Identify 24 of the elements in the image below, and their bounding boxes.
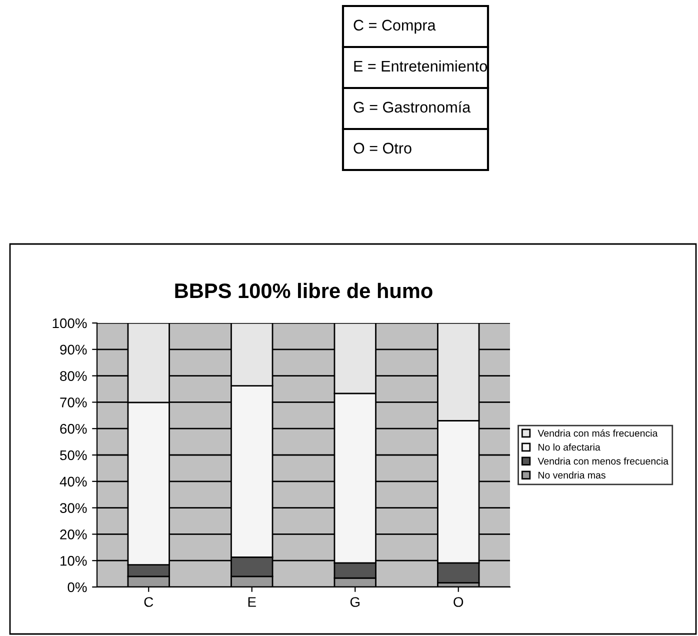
x-tick-label: C: [144, 597, 154, 607]
x-tick-label: G: [350, 597, 360, 607]
text: O = Otro: [354, 142, 412, 154]
text: G = Gastronomía: [354, 101, 471, 113]
y-tick-label: 0%: [68, 582, 87, 592]
legend-label: No vendria mas: [538, 471, 606, 479]
y-tick-label: 30%: [60, 503, 87, 513]
y-tick-label: 90%: [60, 344, 87, 355]
y-tick-label: 60%: [60, 424, 87, 434]
y-tick-label: 40%: [60, 476, 87, 487]
chart-title: BBPS 100% libre de humo: [175, 282, 432, 298]
text: C = Compra: [354, 20, 436, 34]
y-tick-label: 10%: [60, 556, 87, 566]
y-tick-label: 70%: [60, 398, 87, 408]
text: E = Entretenimiento: [354, 60, 487, 72]
legend-label: Vendria con menos frecuencia: [538, 457, 668, 465]
y-tick-label: 20%: [60, 530, 87, 540]
y-tick-label: 80%: [60, 371, 87, 381]
legend-label: Vendria con más frecuencia: [538, 429, 658, 437]
y-tick-label: 50%: [60, 450, 87, 460]
legend-label: No lo afectaria: [538, 444, 600, 451]
y-tick-label: 100%: [52, 318, 87, 328]
x-tick-label: O: [454, 597, 464, 607]
x-tick-label: E: [248, 597, 256, 607]
